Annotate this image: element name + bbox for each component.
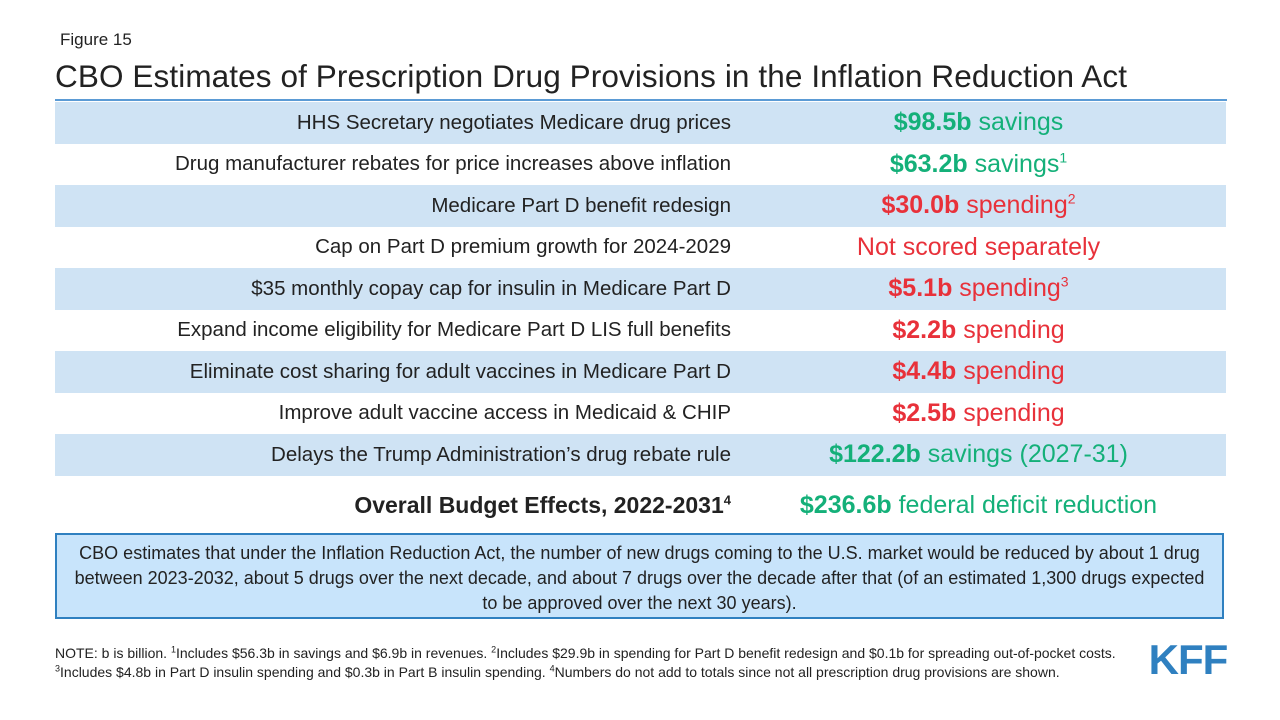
provision-label: Cap on Part D premium growth for 2024-20… (315, 235, 731, 259)
overall-value: $236.6b federal deficit reduction (731, 491, 1226, 520)
title-divider (55, 99, 1227, 101)
provision-label: Drug manufacturer rebates for price incr… (174, 152, 731, 176)
provision-effect: savings (2027-31) (920, 440, 1128, 469)
provision-amount: $30.0b (881, 191, 960, 220)
provision-footnote: 2 (1067, 190, 1076, 207)
table-row: Improve adult vaccine access in Medicaid… (55, 393, 1226, 435)
provision-footnote: 1 (1059, 149, 1068, 166)
table-row: Cap on Part D premium growth for 2024-20… (55, 227, 1226, 269)
table-row: $35 monthly copay cap for insulin in Med… (55, 268, 1226, 310)
provision-amount: $2.2b (892, 315, 957, 344)
table-row: Delays the Trump Administration’s drug r… (55, 434, 1226, 476)
table-row: Eliminate cost sharing for adult vaccine… (55, 351, 1226, 393)
provision-effect: spending (952, 274, 1061, 303)
footnote-text: NOTE: b is billion. 1Includes $56.3b in … (55, 644, 1116, 680)
provision-amount: $2.5b (892, 398, 957, 427)
table-row: Drug manufacturer rebates for price incr… (55, 144, 1226, 186)
overall-label: Overall Budget Effects, 2022-20314 (354, 491, 731, 518)
provision-label: HHS Secretary negotiates Medicare drug p… (296, 110, 731, 134)
provision-label: Eliminate cost sharing for adult vaccine… (189, 359, 731, 383)
provision-value: $4.4b spending (731, 357, 1226, 386)
provision-amount: $63.2b (889, 149, 968, 178)
overall-text: federal deficit reduction (891, 490, 1158, 519)
provision-value: Not scored separately (731, 233, 1226, 262)
provision-label: Expand income eligibility for Medicare P… (177, 318, 731, 342)
provision-amount: $5.1b (888, 274, 953, 303)
provision-label: $35 monthly copay cap for insulin in Med… (251, 276, 731, 300)
overall-label-footnote: 4 (723, 491, 731, 507)
provision-footnote: 3 (1060, 273, 1069, 290)
provision-effect: savings (971, 108, 1064, 137)
provision-effect: spending (956, 315, 1065, 344)
table-row: Expand income eligibility for Medicare P… (55, 310, 1226, 352)
callout-box: CBO estimates that under the Inflation R… (55, 533, 1224, 619)
provision-value: $5.1b spending3 (731, 274, 1226, 303)
overall-amount: $236.6b (799, 490, 892, 519)
provisions-table: HHS Secretary negotiates Medicare drug p… (55, 102, 1226, 476)
provision-value: $2.5b spending (731, 399, 1226, 428)
provision-effect: spending (956, 398, 1065, 427)
kff-logo-text: KFF (1149, 637, 1228, 679)
provision-value: $2.2b spending (731, 316, 1226, 345)
provision-label: Improve adult vaccine access in Medicaid… (278, 401, 731, 425)
figure-label: Figure 15 (60, 30, 132, 49)
provision-effect: spending (956, 357, 1065, 386)
provision-value: $30.0b spending2 (731, 191, 1226, 220)
overall-row: Overall Budget Effects, 2022-20314 $236.… (55, 484, 1226, 526)
provision-value: $122.2b savings (2027-31) (731, 440, 1226, 469)
table-row: Medicare Part D benefit redesign $30.0b s… (55, 185, 1226, 227)
provision-effect: spending (959, 191, 1068, 220)
page-title: CBO Estimates of Prescription Drug Provi… (55, 58, 1128, 94)
kff-logo: KFF (1149, 637, 1229, 679)
table-row: HHS Secretary negotiates Medicare drug p… (55, 102, 1226, 144)
provision-label: Medicare Part D benefit redesign (431, 193, 731, 217)
provision-value: $63.2b savings1 (731, 150, 1226, 179)
provision-amount: $98.5b (893, 108, 972, 137)
provision-label: Delays the Trump Administration’s drug r… (271, 442, 731, 466)
provision-amount: $122.2b (829, 440, 921, 469)
provision-effect: savings (967, 149, 1060, 178)
provision-effect: Not scored separately (856, 232, 1101, 261)
provision-value: $98.5b savings (731, 108, 1226, 137)
provision-amount: $4.4b (892, 357, 957, 386)
